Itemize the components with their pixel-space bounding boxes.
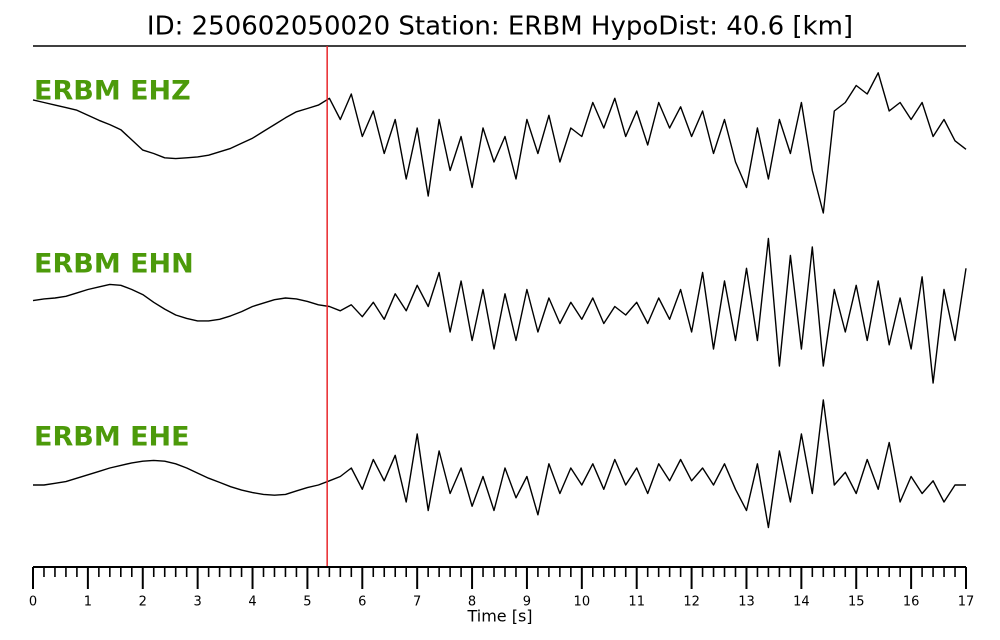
x-tick-label: 17	[958, 595, 975, 610]
chart-title: ID: 250602050020 Station: ERBM HypoDist:…	[147, 12, 853, 42]
x-axis-label: Time [s]	[466, 607, 532, 626]
x-tick-label: 5	[303, 595, 311, 610]
x-tick-label: 11	[628, 595, 645, 610]
trace-label: ERBM EHE	[34, 422, 190, 453]
x-tick-label: 12	[683, 595, 700, 610]
trace-label: ERBM EHN	[34, 249, 194, 280]
x-tick-label: 16	[903, 595, 920, 610]
x-tick-label: 7	[413, 595, 421, 610]
x-tick-label: 3	[194, 595, 202, 610]
x-tick-label: 4	[248, 595, 256, 610]
x-tick-label: 13	[738, 595, 755, 610]
x-tick-label: 14	[793, 595, 810, 610]
x-tick-label: 9	[523, 595, 531, 610]
x-tick-label: 15	[848, 595, 865, 610]
trace-label: ERBM EHZ	[34, 76, 191, 107]
waveform	[32, 72, 967, 214]
waveform	[32, 237, 967, 384]
x-tick-label: 1	[84, 595, 92, 610]
x-tick-label: 0	[29, 595, 37, 610]
x-tick-label: 6	[358, 595, 366, 610]
x-tick-label: 10	[574, 595, 591, 610]
waveform	[33, 399, 966, 529]
x-tick-label: 8	[468, 595, 476, 610]
x-tick-label: 2	[139, 595, 147, 610]
